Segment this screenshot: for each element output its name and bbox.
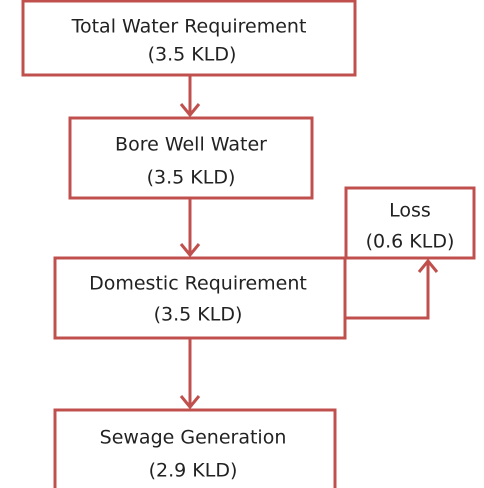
node: Sewage Generation (2.9 KLD) [53,408,337,488]
arrow-head [417,258,439,273]
node-box [53,256,347,340]
arrow-head [179,395,201,410]
node-label: Sewage Generation [100,427,287,449]
node-box [21,0,357,77]
arrow-head [179,243,201,258]
node-value: (3.5 KLD) [154,304,243,326]
arrows [179,76,439,410]
node: Total Water Requirement (3.5 KLD) [21,0,357,77]
node: Domestic Requirement (3.5 KLD) [53,256,347,340]
node-box [53,408,337,488]
arrow [346,262,430,320]
node-value: (2.9 KLD) [149,460,238,482]
node-box [344,186,476,260]
node-value: (3.5 KLD) [148,44,237,66]
node: Loss (0.6 KLD) [344,186,476,260]
node-label: Bore Well Water [115,134,267,156]
node-label: Domestic Requirement [89,273,307,295]
node-value: (3.5 KLD) [147,167,236,189]
node-value: (0.6 KLD) [366,231,455,253]
node-box [68,116,314,200]
arrow-head [179,103,201,118]
node: Bore Well Water (3.5 KLD) [68,116,314,200]
node-label: Total Water Requirement [71,16,307,38]
node-label: Loss [389,200,431,222]
